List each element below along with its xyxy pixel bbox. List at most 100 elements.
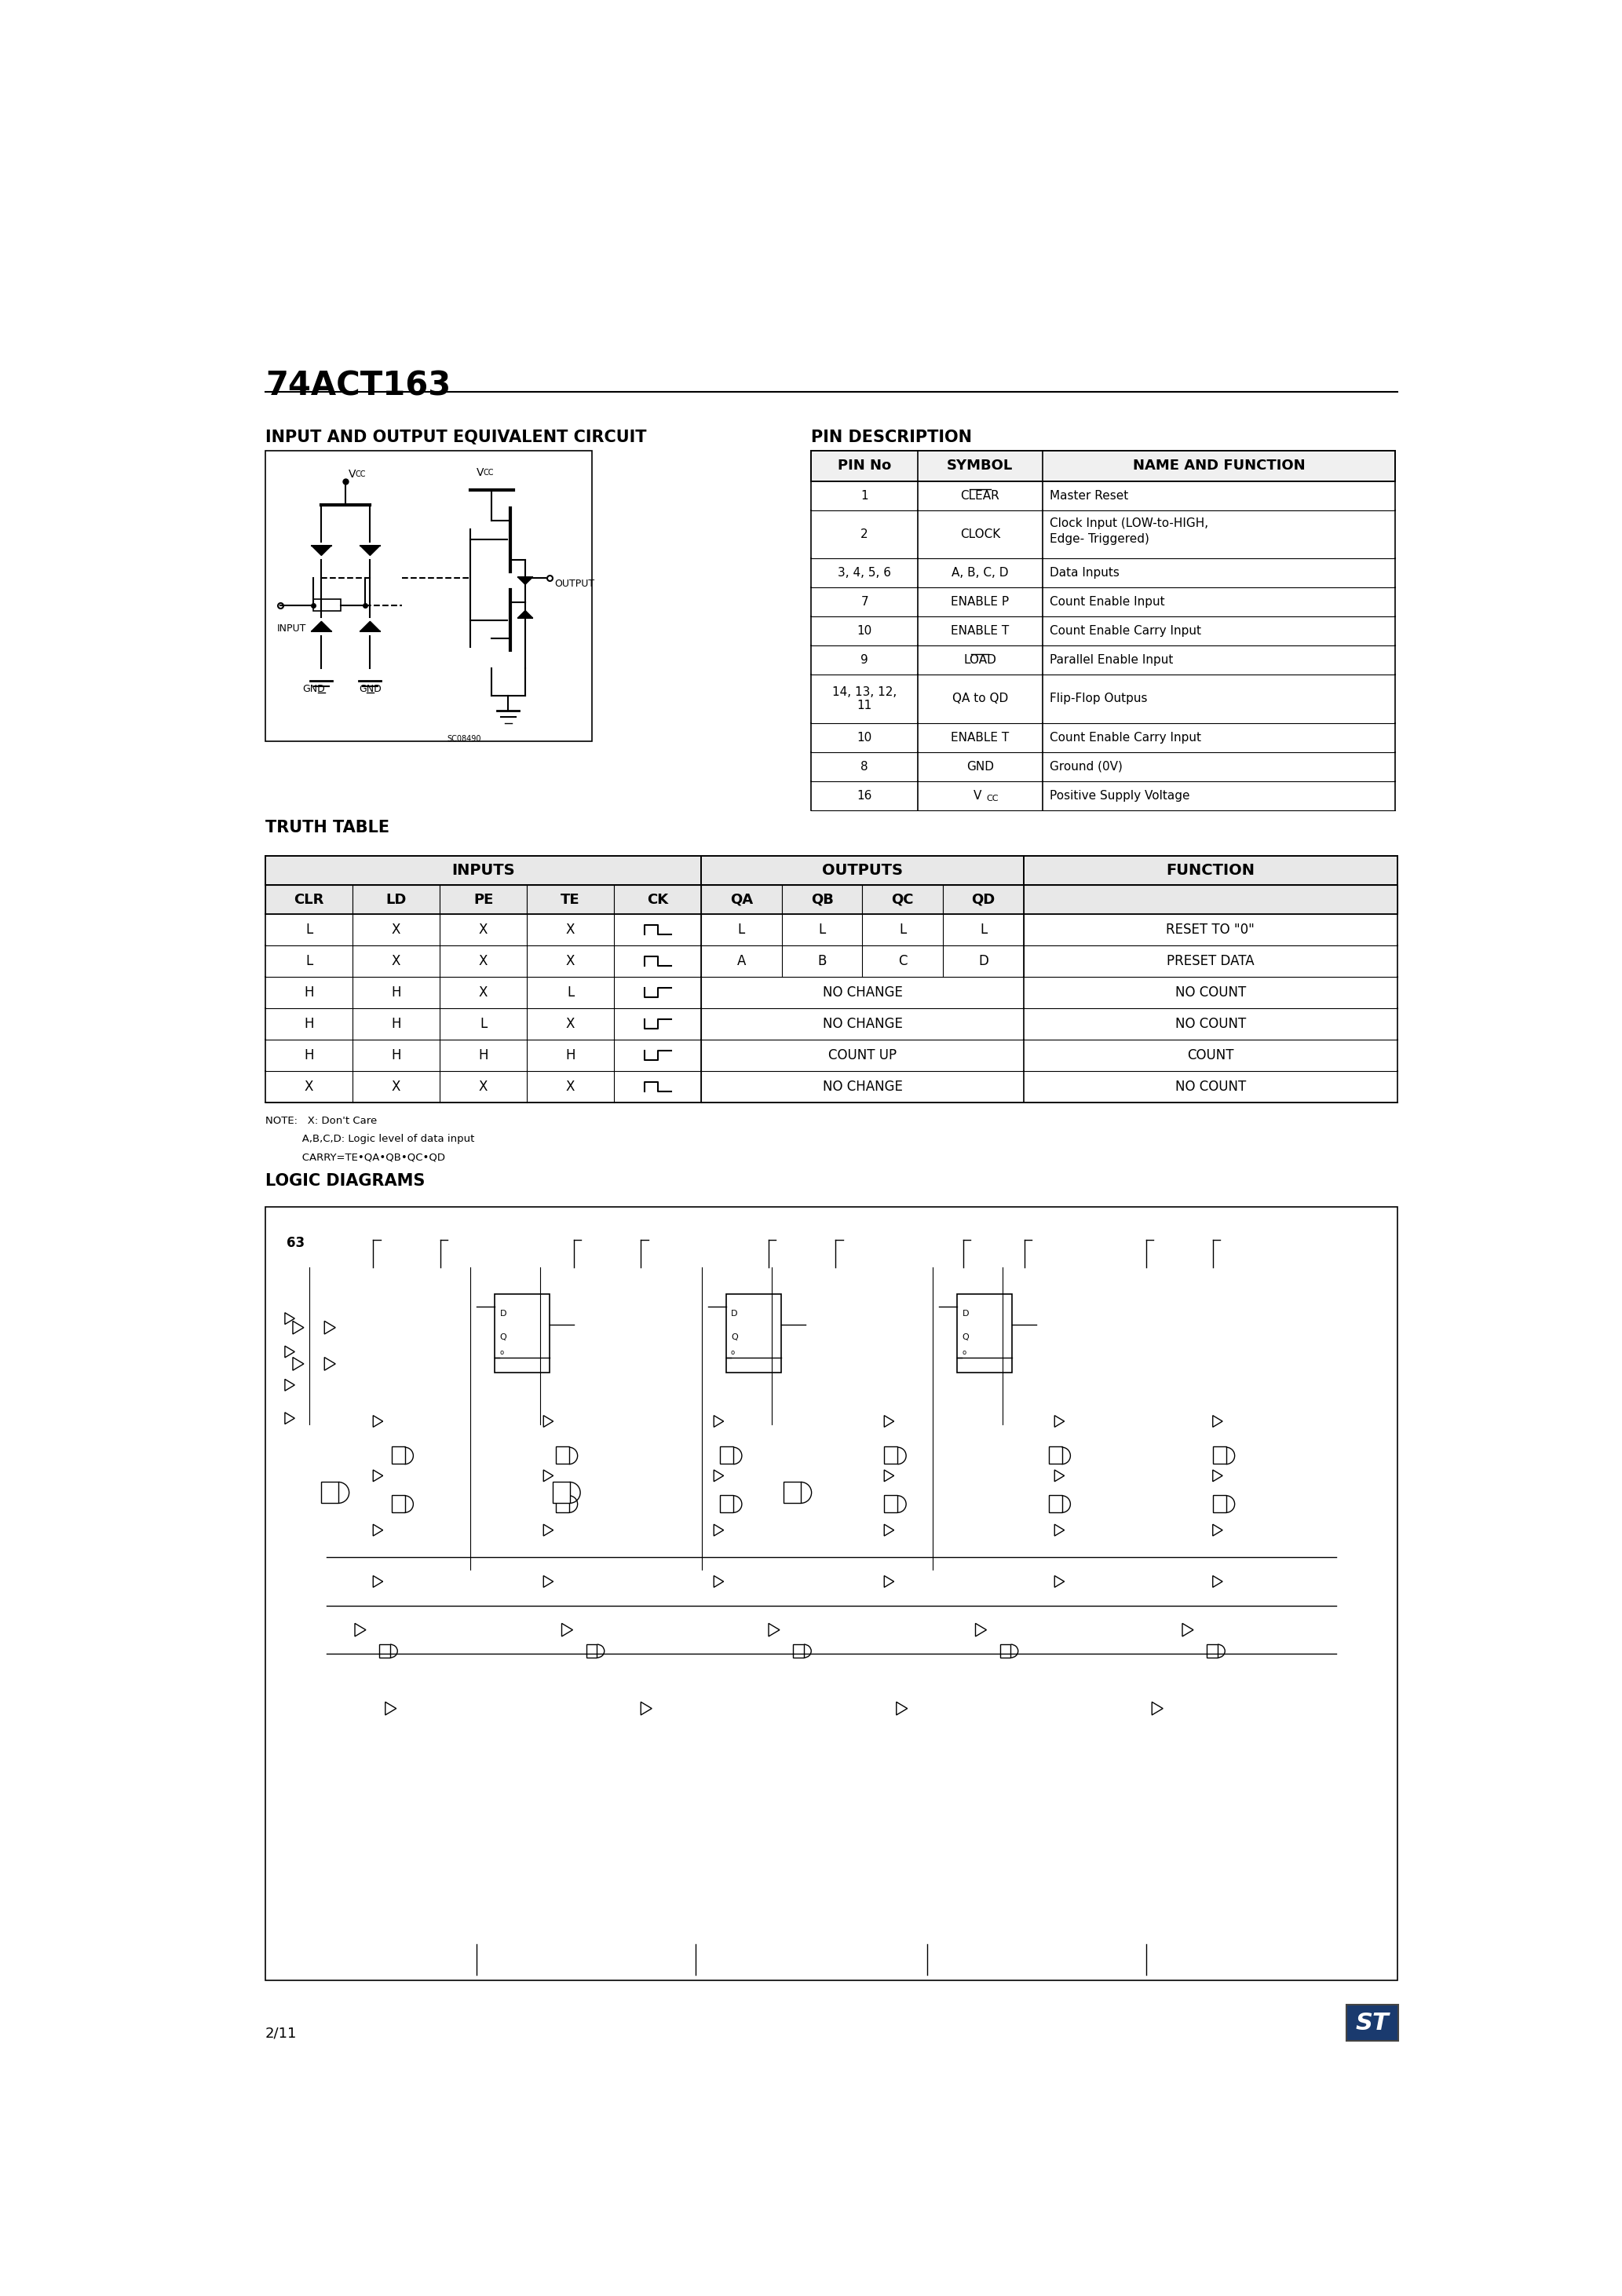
Bar [720, 1446, 733, 1463]
Text: Parallel Enable Input: Parallel Enable Input [1049, 654, 1173, 666]
Text: 9: 9 [861, 654, 868, 666]
Bar [942, 884, 1023, 914]
Bar [884, 1446, 897, 1463]
Polygon shape [1152, 1701, 1163, 1715]
Text: OUTPUT: OUTPUT [555, 579, 595, 590]
Bar [1023, 884, 1397, 914]
Polygon shape [897, 1701, 907, 1715]
Text: X: X [566, 1017, 574, 1031]
Text: NOTE:   X: Don't Care: NOTE: X: Don't Care [266, 1116, 376, 1125]
Polygon shape [294, 1357, 303, 1371]
Bar [957, 1295, 1012, 1373]
Text: RESET TO "0": RESET TO "0" [1166, 923, 1255, 937]
Text: A, B, C, D: A, B, C, D [952, 567, 1009, 579]
Polygon shape [714, 1575, 723, 1587]
Polygon shape [1054, 1575, 1064, 1587]
Text: CLEAR: CLEAR [960, 489, 999, 501]
Text: 8: 8 [861, 760, 868, 771]
Bar [553, 1481, 569, 1504]
Polygon shape [543, 1575, 553, 1587]
Text: A,B,C,D: Logic level of data input: A,B,C,D: Logic level of data input [266, 1134, 475, 1143]
Polygon shape [311, 622, 331, 631]
Polygon shape [517, 576, 532, 585]
Text: 2/11: 2/11 [266, 2025, 297, 2041]
Polygon shape [714, 1414, 723, 1428]
Text: CLR: CLR [294, 893, 324, 907]
Text: L: L [899, 923, 907, 937]
Text: CC: CC [355, 471, 367, 478]
Bar [701, 856, 1023, 884]
Bar [313, 599, 341, 611]
Text: o: o [732, 1348, 735, 1357]
Bar [1346, 2004, 1398, 2041]
Polygon shape [285, 1345, 295, 1357]
Polygon shape [884, 1414, 894, 1428]
Text: ENABLE T: ENABLE T [950, 625, 1009, 636]
Polygon shape [373, 1469, 383, 1481]
Bar [1048, 1495, 1062, 1513]
Text: CC: CC [483, 468, 493, 475]
Text: OUTPUTS: OUTPUTS [822, 863, 903, 877]
Bar [793, 1644, 805, 1658]
Text: H: H [478, 1049, 488, 1063]
Polygon shape [543, 1469, 553, 1481]
Text: L: L [305, 923, 313, 937]
Bar [266, 1208, 1397, 1981]
Text: X: X [478, 955, 488, 969]
Text: o: o [962, 1348, 967, 1357]
Text: Flip-Flop Outpus: Flip-Flop Outpus [1049, 693, 1147, 705]
Polygon shape [884, 1469, 894, 1481]
Polygon shape [543, 1414, 553, 1428]
Polygon shape [294, 1320, 303, 1334]
Text: NO CHANGE: NO CHANGE [822, 1017, 902, 1031]
Text: X: X [478, 923, 488, 937]
Text: H: H [391, 1017, 401, 1031]
Text: CC: CC [986, 794, 998, 801]
Text: LD: LD [386, 893, 407, 907]
Text: D: D [978, 955, 988, 969]
Text: X: X [305, 1079, 313, 1093]
Bar [380, 1644, 391, 1658]
Bar [495, 1295, 550, 1373]
Polygon shape [373, 1575, 383, 1587]
Text: Edge- Triggered): Edge- Triggered) [1049, 533, 1150, 544]
Text: B: B [817, 955, 827, 969]
Text: X: X [391, 955, 401, 969]
Text: X: X [478, 985, 488, 999]
Text: NO COUNT: NO COUNT [1174, 1017, 1246, 1031]
Polygon shape [360, 546, 380, 556]
Text: L: L [738, 923, 744, 937]
Text: Clock Input (LOW-to-HIGH,: Clock Input (LOW-to-HIGH, [1049, 517, 1208, 528]
Text: Data Inputs: Data Inputs [1049, 567, 1119, 579]
Polygon shape [285, 1380, 295, 1391]
Text: D: D [732, 1309, 738, 1318]
Bar [701, 884, 782, 914]
Text: QC: QC [892, 893, 913, 907]
Polygon shape [1213, 1414, 1223, 1428]
Polygon shape [1054, 1414, 1064, 1428]
Bar [391, 1495, 406, 1513]
Bar [615, 884, 701, 914]
Polygon shape [561, 1623, 573, 1637]
Text: X: X [566, 1079, 574, 1093]
Text: SYMBOL: SYMBOL [947, 459, 1014, 473]
Text: Q: Q [732, 1334, 738, 1341]
Text: SC08490: SC08490 [448, 735, 482, 744]
Text: H: H [303, 1017, 315, 1031]
Text: 10: 10 [856, 625, 873, 636]
Polygon shape [714, 1469, 723, 1481]
Text: TRUTH TABLE: TRUTH TABLE [266, 820, 389, 836]
Polygon shape [543, 1525, 553, 1536]
Bar [1048, 1446, 1062, 1463]
Polygon shape [714, 1525, 723, 1536]
Bar [1213, 1495, 1226, 1513]
Text: INPUT: INPUT [277, 622, 307, 634]
Text: Q: Q [962, 1334, 968, 1341]
Text: Q: Q [500, 1334, 506, 1341]
Text: ENABLE P: ENABLE P [950, 597, 1009, 608]
Bar [783, 1481, 801, 1504]
Text: L: L [305, 955, 313, 969]
Text: PIN DESCRIPTION: PIN DESCRIPTION [811, 429, 972, 445]
Text: H: H [391, 985, 401, 999]
Bar [266, 884, 352, 914]
